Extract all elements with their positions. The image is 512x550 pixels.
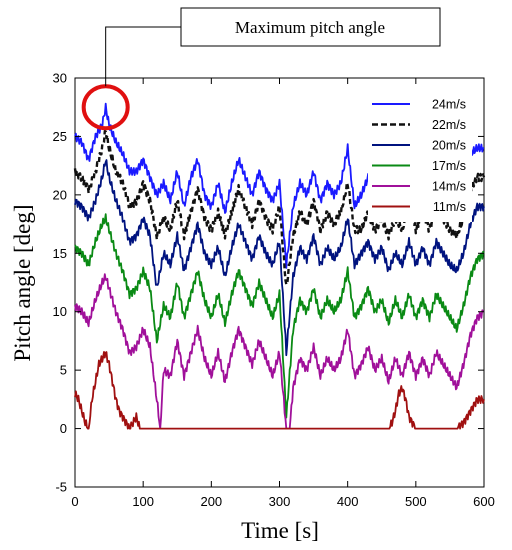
legend-label: 20m/s	[432, 139, 466, 153]
series-line-22m-s	[73, 129, 486, 286]
axis-ticks: 0 100 200 300 400 500 600 -5 0 5 10 15 20 25 30	[53, 71, 495, 510]
annotation-callout: Maximum pitch angle	[81, 7, 441, 131]
series-line-17m-s	[74, 213, 485, 419]
y-tick-label: -5	[55, 480, 67, 495]
callout-label: Maximum pitch angle	[235, 18, 385, 37]
x-tick-label: 600	[473, 494, 495, 509]
callout-leader-line	[105, 26, 181, 87]
legend: 24m/s 22m/s 20m/s 17m/s 14m/s 11m/s	[368, 94, 472, 222]
x-tick-label: 100	[132, 494, 154, 509]
callout-box	[180, 7, 441, 47]
x-tick-label: 200	[200, 494, 222, 509]
x-axis-label: Time [s]	[241, 518, 319, 543]
y-tick-label: 20	[53, 187, 67, 202]
y-axis-label: Pitch angle [deg]	[10, 204, 35, 361]
y-tick-label: 15	[53, 246, 67, 261]
legend-label: 22m/s	[432, 118, 466, 132]
legend-label: 17m/s	[432, 159, 466, 173]
legend-background	[368, 94, 472, 222]
legend-label: 11m/s	[433, 200, 466, 214]
legend-label: 24m/s	[432, 98, 466, 112]
y-tick-label: 10	[53, 304, 67, 319]
legend-label: 14m/s	[432, 180, 466, 194]
x-tick-label: 400	[337, 494, 359, 509]
y-tick-label: 30	[53, 71, 67, 86]
y-tick-label: 0	[60, 421, 67, 436]
x-tick-label: 0	[71, 494, 78, 509]
series-line-14m-s	[74, 273, 485, 430]
y-tick-label: 5	[60, 363, 67, 378]
series-line-11m-s	[74, 350, 485, 430]
x-tick-label: 300	[269, 494, 291, 509]
series-line-20m-s	[74, 159, 485, 357]
y-tick-label: 25	[53, 129, 67, 144]
x-tick-label: 500	[405, 494, 427, 509]
